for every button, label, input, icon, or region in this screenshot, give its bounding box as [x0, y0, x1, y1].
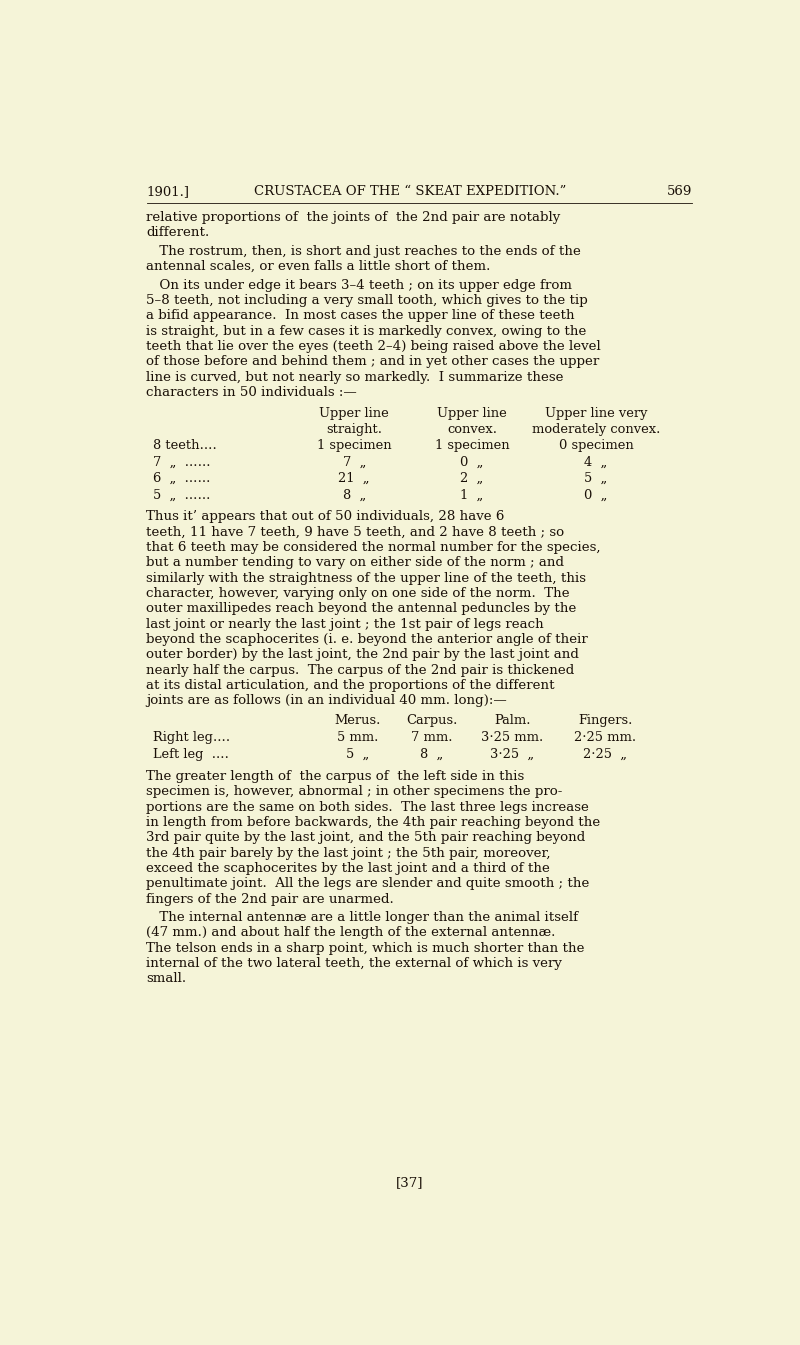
Text: Palm.: Palm.	[494, 714, 530, 726]
Text: Upper line very: Upper line very	[545, 408, 647, 421]
Text: 0  „: 0 „	[460, 456, 484, 468]
Text: nearly half the carpus.  The carpus of the 2nd pair is thickened: nearly half the carpus. The carpus of th…	[146, 663, 574, 677]
Text: 7  „: 7 „	[342, 456, 366, 468]
Text: 5  „: 5 „	[584, 472, 608, 486]
Text: [37]: [37]	[396, 1177, 424, 1189]
Text: teeth, 11 have 7 teeth, 9 have 5 teeth, and 2 have 8 teeth ; so: teeth, 11 have 7 teeth, 9 have 5 teeth, …	[146, 526, 565, 538]
Text: different.: different.	[146, 226, 210, 239]
Text: 4  „: 4 „	[584, 456, 608, 468]
Text: fingers of the 2nd pair are unarmed.: fingers of the 2nd pair are unarmed.	[146, 893, 394, 905]
Text: portions are the same on both sides.  The last three legs increase: portions are the same on both sides. The…	[146, 800, 590, 814]
Text: 3·25  „: 3·25 „	[490, 748, 534, 761]
Text: 5–8 teeth, not including a very small tooth, which gives to the tip: 5–8 teeth, not including a very small to…	[146, 295, 588, 307]
Text: 0 specimen: 0 specimen	[558, 438, 634, 452]
Text: at its distal articulation, and the proportions of the different: at its distal articulation, and the prop…	[146, 679, 555, 691]
Text: convex.: convex.	[447, 422, 497, 436]
Text: 1  „: 1 „	[460, 488, 484, 502]
Text: teeth that lie over the eyes (teeth 2–4) being raised above the level: teeth that lie over the eyes (teeth 2–4)…	[146, 340, 602, 352]
Text: characters in 50 individuals :—: characters in 50 individuals :—	[146, 386, 358, 399]
Text: The rostrum, then, is short and just reaches to the ends of the: The rostrum, then, is short and just rea…	[146, 245, 582, 258]
Text: is straight, but in a few cases it is markedly convex, owing to the: is straight, but in a few cases it is ma…	[146, 324, 587, 338]
Text: in length from before backwards, the 4th pair reaching beyond the: in length from before backwards, the 4th…	[146, 816, 601, 829]
Text: 3·25 mm.: 3·25 mm.	[481, 730, 543, 744]
Text: small.: small.	[146, 972, 186, 986]
Text: a bifid appearance.  In most cases the upper line of these teeth: a bifid appearance. In most cases the up…	[146, 309, 575, 323]
Text: beyond the scaphocerites (i. e. beyond the anterior angle of their: beyond the scaphocerites (i. e. beyond t…	[146, 633, 588, 646]
Text: relative proportions of  the joints of  the 2nd pair are notably: relative proportions of the joints of th…	[146, 211, 561, 225]
Text: Right leg….: Right leg….	[153, 730, 230, 744]
Text: of those before and behind them ; and in yet other cases the upper: of those before and behind them ; and in…	[146, 355, 600, 369]
Text: 8 teeth….: 8 teeth….	[153, 438, 217, 452]
Text: line is curved, but not nearly so markedly.  I summarize these: line is curved, but not nearly so marked…	[146, 371, 564, 383]
Text: 1 specimen: 1 specimen	[317, 438, 391, 452]
Text: Upper line: Upper line	[437, 408, 507, 421]
Text: 7 mm.: 7 mm.	[411, 730, 453, 744]
Text: 5  „: 5 „	[346, 748, 369, 761]
Text: Left leg  ….: Left leg ….	[153, 748, 229, 761]
Text: Thus it’ appears that out of 50 individuals, 28 have 6: Thus it’ appears that out of 50 individu…	[146, 510, 505, 523]
Text: Merus.: Merus.	[334, 714, 381, 726]
Text: 5 mm.: 5 mm.	[337, 730, 378, 744]
Text: 8  „: 8 „	[342, 488, 366, 502]
Text: 3rd pair quite by the last joint, and the 5th pair reaching beyond: 3rd pair quite by the last joint, and th…	[146, 831, 586, 845]
Text: 6  „  ……: 6 „ ……	[153, 472, 210, 486]
Text: 1901.]: 1901.]	[146, 186, 190, 198]
Text: that 6 teeth may be considered the normal number for the species,: that 6 teeth may be considered the norma…	[146, 541, 601, 554]
Text: 2·25 mm.: 2·25 mm.	[574, 730, 636, 744]
Text: On its under edge it bears 3–4 teeth ; on its upper edge from: On its under edge it bears 3–4 teeth ; o…	[146, 278, 573, 292]
Text: exceed the scaphocerites by the last joint and a third of the: exceed the scaphocerites by the last joi…	[146, 862, 550, 874]
Text: Carpus.: Carpus.	[406, 714, 458, 726]
Text: but a number tending to vary on either side of the norm ; and: but a number tending to vary on either s…	[146, 557, 565, 569]
Text: similarly with the straightness of the upper line of the teeth, this: similarly with the straightness of the u…	[146, 572, 586, 585]
Text: straight.: straight.	[326, 422, 382, 436]
Text: the 4th pair barely by the last joint ; the 5th pair, moreover,: the 4th pair barely by the last joint ; …	[146, 846, 551, 859]
Text: outer maxillipedes reach beyond the antennal peduncles by the: outer maxillipedes reach beyond the ante…	[146, 603, 577, 615]
Text: 569: 569	[666, 186, 692, 198]
Text: 21  „: 21 „	[338, 472, 370, 486]
Text: outer border) by the last joint, the 2nd pair by the last joint and: outer border) by the last joint, the 2nd…	[146, 648, 579, 662]
Text: 0  „: 0 „	[584, 488, 608, 502]
Text: specimen is, however, abnormal ; in other specimens the pro-: specimen is, however, abnormal ; in othe…	[146, 785, 563, 799]
Text: CRUSTACEA OF THE “ SKEAT EXPEDITION.”: CRUSTACEA OF THE “ SKEAT EXPEDITION.”	[254, 186, 566, 198]
Text: 7  „  ……: 7 „ ……	[153, 456, 210, 468]
Text: The greater length of  the carpus of  the left side in this: The greater length of the carpus of the …	[146, 769, 525, 783]
Text: 1 specimen: 1 specimen	[434, 438, 510, 452]
Text: The internal antennæ are a little longer than the animal itself: The internal antennæ are a little longer…	[146, 911, 578, 924]
Text: 2  „: 2 „	[460, 472, 484, 486]
Text: penultimate joint.  All the legs are slender and quite smooth ; the: penultimate joint. All the legs are slen…	[146, 877, 590, 890]
Text: The telson ends in a sharp point, which is much shorter than the: The telson ends in a sharp point, which …	[146, 941, 585, 955]
Text: moderately convex.: moderately convex.	[532, 422, 660, 436]
Text: 8  „: 8 „	[420, 748, 443, 761]
Text: character, however, varying only on one side of the norm.  The: character, however, varying only on one …	[146, 586, 570, 600]
Text: internal of the two lateral teeth, the external of which is very: internal of the two lateral teeth, the e…	[146, 958, 562, 970]
Text: 5  „  ……: 5 „ ……	[153, 488, 210, 502]
Text: last joint or nearly the last joint ; the 1st pair of legs reach: last joint or nearly the last joint ; th…	[146, 617, 544, 631]
Text: (47 mm.) and about half the length of the external antennæ.: (47 mm.) and about half the length of th…	[146, 927, 556, 939]
Text: 2·25  „: 2·25 „	[583, 748, 627, 761]
Text: antennal scales, or even falls a little short of them.: antennal scales, or even falls a little …	[146, 260, 491, 273]
Text: joints are as follows (in an individual 40 mm. long):—: joints are as follows (in an individual …	[146, 694, 507, 707]
Text: Upper line: Upper line	[319, 408, 389, 421]
Text: Fingers.: Fingers.	[578, 714, 633, 726]
